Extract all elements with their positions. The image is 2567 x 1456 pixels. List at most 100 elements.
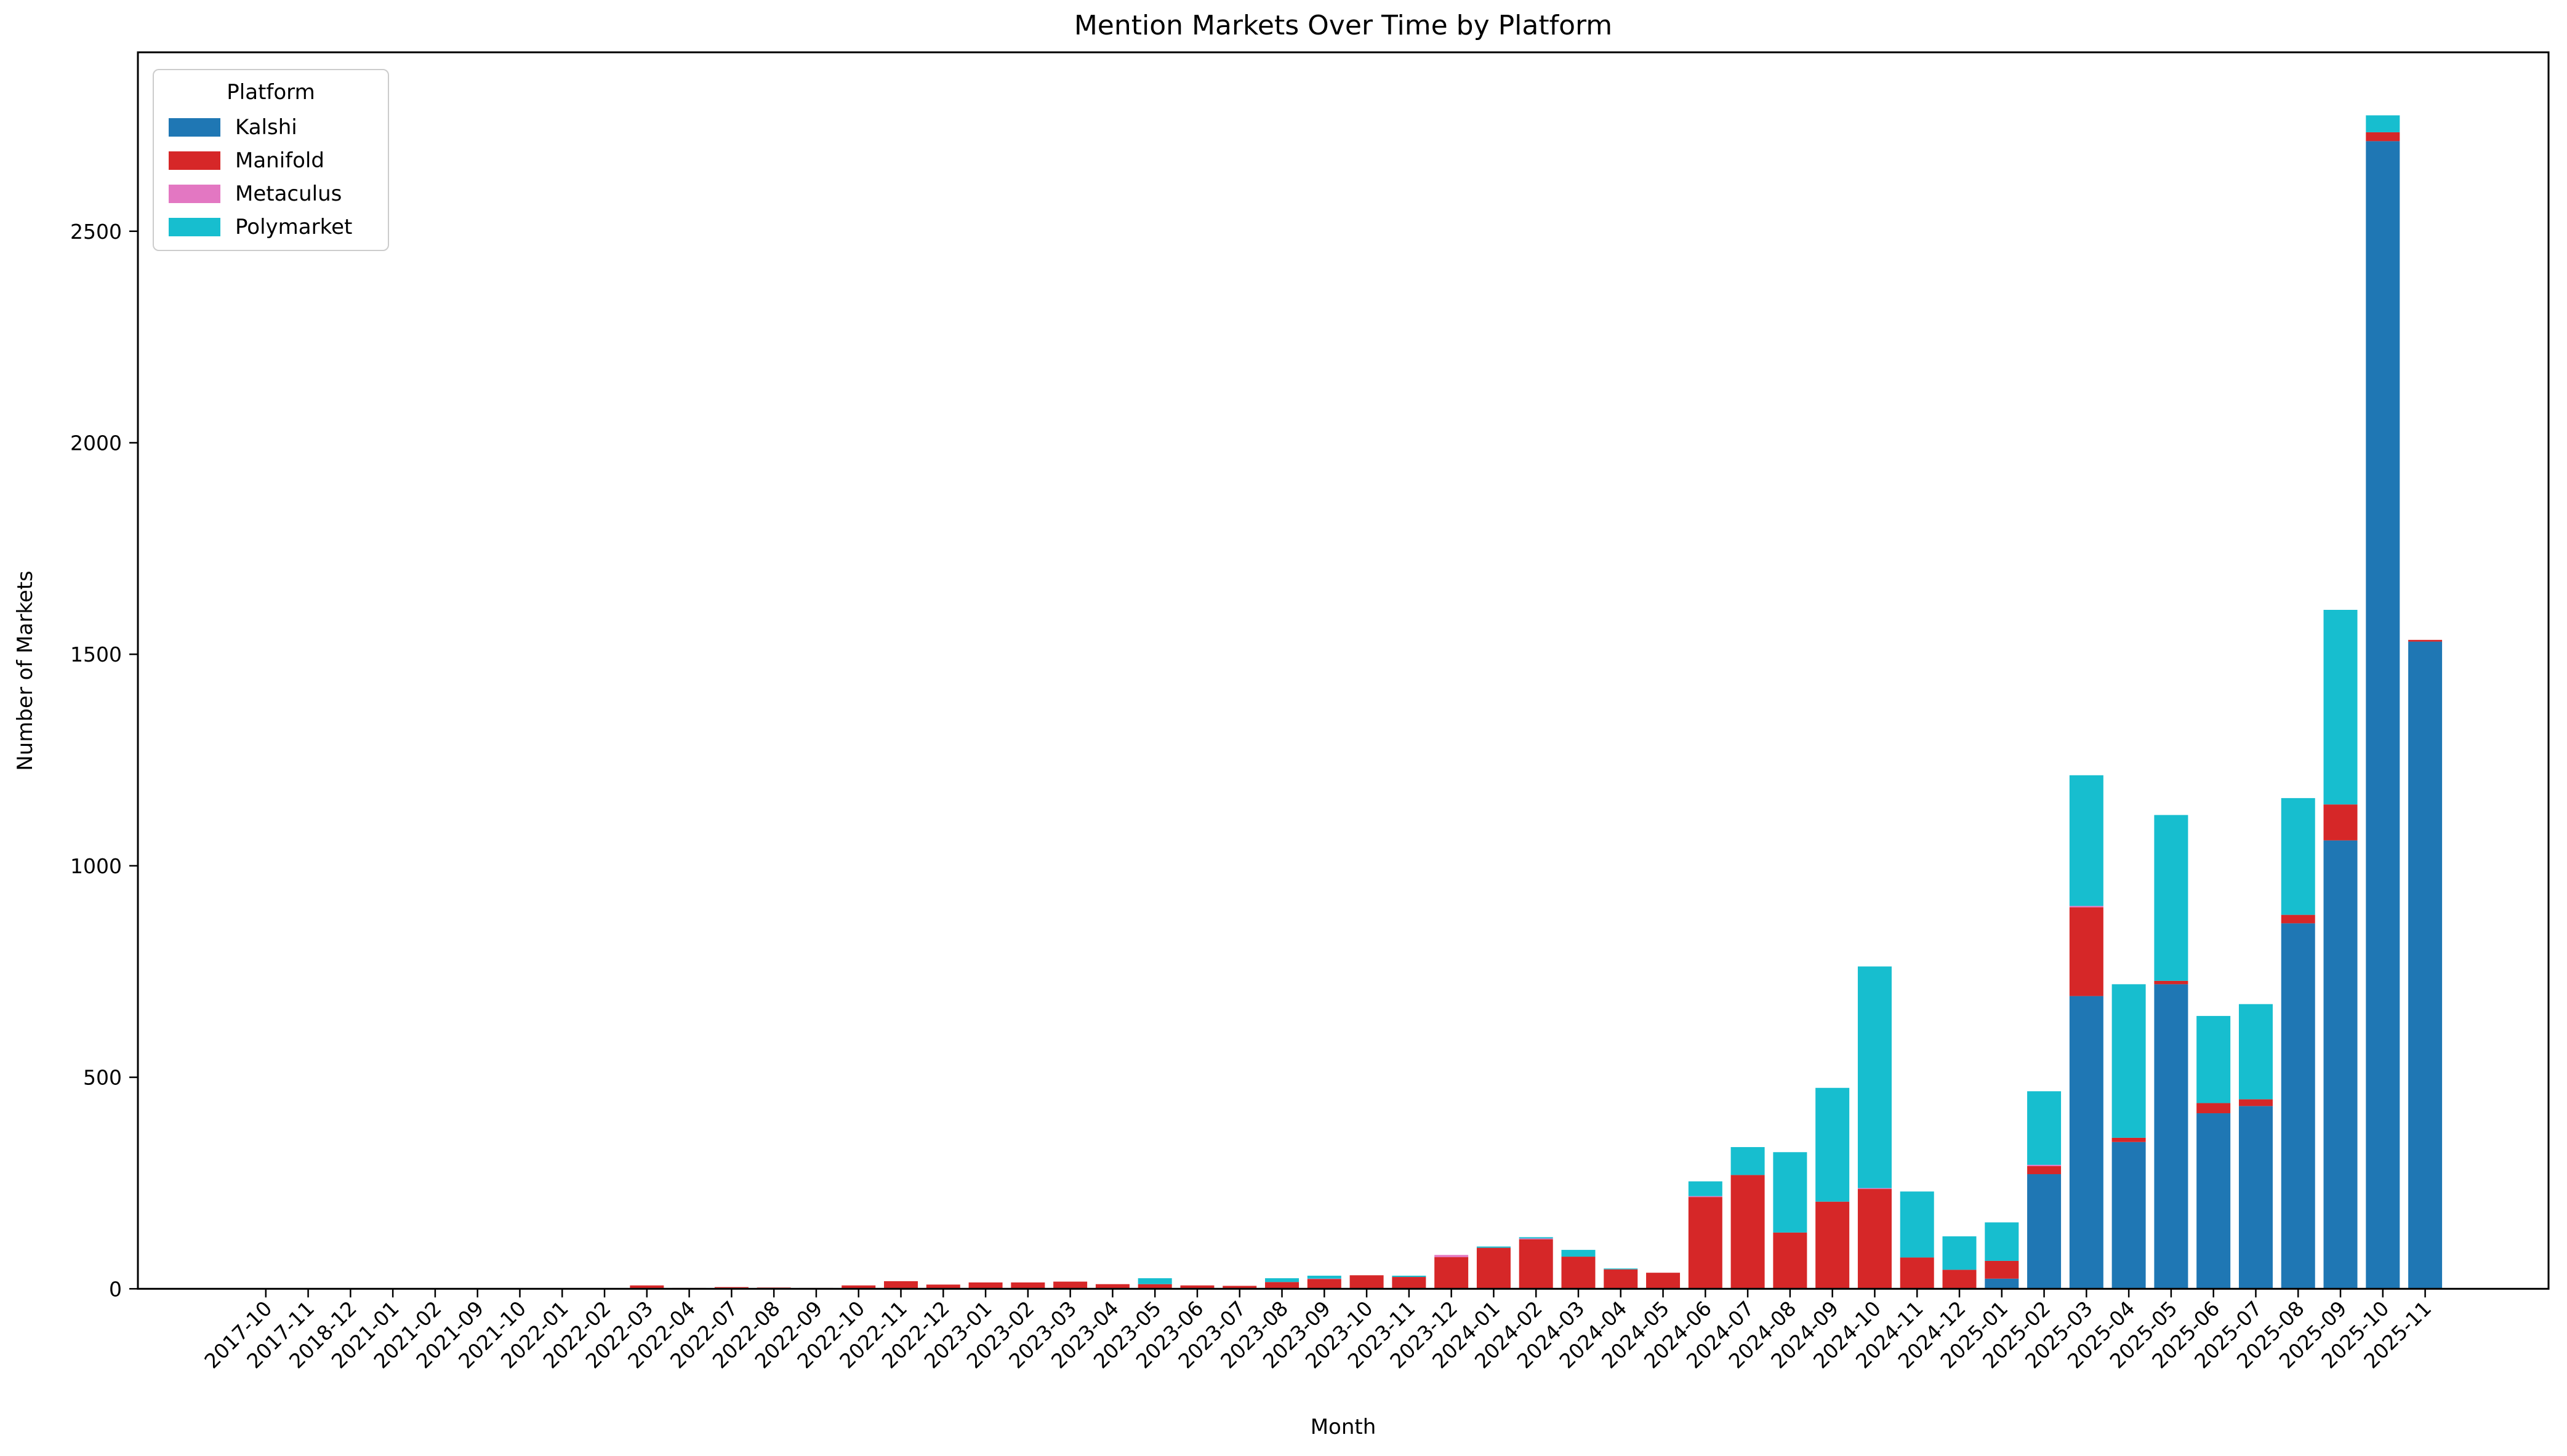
x-axis-label: Month [1311, 1415, 1376, 1439]
bar-segment [1815, 1201, 1850, 1289]
chart-title: Mention Markets Over Time by Platform [1074, 10, 1612, 41]
bar-segment [1095, 1284, 1130, 1289]
bar-segment [1392, 1275, 1426, 1278]
bar-segment [2027, 1091, 2062, 1165]
bar-segment [2154, 815, 2188, 981]
legend-items: Kalshi Manifold Metaculus Polymarket [169, 117, 373, 238]
bar-segment [1730, 1175, 1765, 1289]
bar-segment [1773, 1232, 1807, 1289]
bar-segment [842, 1285, 876, 1289]
bar-segment [2323, 840, 2358, 1289]
legend-item-metaculus: Metaculus [169, 183, 373, 204]
bar-segment [1900, 1191, 1934, 1258]
bar-segment [1434, 1257, 1469, 1289]
bar-segment [2238, 1106, 2273, 1289]
bar-segment [2027, 1164, 2062, 1166]
bar-segment [2323, 610, 2358, 805]
bar-segment [2069, 775, 2103, 906]
bar-segment [1942, 1236, 1977, 1270]
bar-segment [1476, 1247, 1511, 1289]
bar-segment [2238, 1004, 2273, 1100]
bar-segment [1180, 1285, 1215, 1289]
bar-segment [2027, 1166, 2062, 1175]
legend: Platform Kalshi Manifold Metaculus Polymark… [153, 69, 389, 251]
bar-segment [2196, 1015, 2231, 1103]
bar-segment [2366, 132, 2400, 142]
bar-segment [2408, 639, 2443, 642]
bar-segment [2196, 1103, 2231, 1114]
bar-segment [1223, 1286, 1257, 1289]
bar-segment [1985, 1278, 2019, 1289]
bar-segment [1857, 966, 1892, 1188]
bar-segment [1900, 1257, 1934, 1289]
legend-label: Manifold [235, 148, 324, 173]
y-tick-label: 2500 [70, 220, 122, 244]
bar-segment [2111, 1142, 2146, 1289]
bar-segment [1519, 1238, 1553, 1239]
bar-segment [1561, 1250, 1596, 1257]
bar-segment [1730, 1147, 1765, 1175]
bar-segment [1688, 1196, 1722, 1198]
y-tick-label: 0 [109, 1277, 122, 1301]
bar-segment [1604, 1268, 1638, 1270]
bar-segment [2281, 923, 2315, 1289]
bar-segment [1476, 1246, 1511, 1248]
bar-segment [1307, 1279, 1341, 1289]
legend-swatch-icon [169, 218, 220, 236]
bar-segment [2027, 1174, 2062, 1289]
bar-segment [1307, 1275, 1341, 1279]
bar-segment [1815, 1087, 1850, 1202]
legend-swatch-icon [169, 118, 220, 137]
bar-segment [2069, 996, 2103, 1289]
bar-segment [1053, 1281, 1088, 1289]
bar-segment [2069, 907, 2103, 996]
bar-segment [1857, 1188, 1892, 1190]
legend-swatch-icon [169, 151, 220, 170]
bar-segment [2111, 1137, 2146, 1142]
bar-segment [1349, 1275, 1384, 1289]
legend-title: Platform [227, 80, 315, 105]
bar-segment [630, 1285, 664, 1289]
bar-segment [1942, 1270, 1977, 1289]
bar-segment [1561, 1257, 1596, 1289]
bar-segment [1138, 1284, 1172, 1289]
bar-segment [926, 1284, 960, 1289]
bar-segment [2281, 798, 2315, 915]
bar-segment [2323, 804, 2358, 841]
bar-segment [1392, 1277, 1426, 1289]
bar-segment [1519, 1237, 1553, 1239]
legend-label: Polymarket [235, 215, 353, 239]
bar-segment [2366, 115, 2400, 132]
bar-segment [1519, 1239, 1553, 1289]
legend-label: Kalshi [235, 115, 297, 140]
legend-item-polymarket: Polymarket [169, 217, 373, 238]
bar-segment [1011, 1282, 1045, 1289]
bar-segment [968, 1282, 1003, 1289]
bar-segment [1265, 1278, 1300, 1282]
bar-segment [1688, 1197, 1722, 1289]
bar-segment [2281, 914, 2315, 924]
y-tick-label: 1000 [70, 854, 122, 878]
bar-segment [2111, 984, 2146, 1138]
bar-segment [1773, 1152, 1807, 1233]
bar-segment [2154, 984, 2188, 1289]
plot-frame [137, 51, 2550, 1290]
y-tick-label: 2000 [70, 431, 122, 455]
bar-segment [1138, 1278, 1172, 1284]
bar-segment [2366, 141, 2400, 1289]
legend-label: Metaculus [235, 182, 342, 206]
bar-segment [1985, 1222, 2019, 1261]
legend-item-kalshi: Kalshi [169, 117, 373, 138]
bar-segment [1688, 1181, 1722, 1196]
y-tick-label: 500 [83, 1066, 122, 1090]
bar-segment [1434, 1255, 1469, 1257]
bar-segment [2069, 906, 2103, 908]
legend-item-manifold: Manifold [169, 150, 373, 171]
y-axis-label: Number of Markets [13, 570, 38, 771]
bar-segment [1265, 1282, 1300, 1289]
bar-segment [1985, 1260, 2019, 1279]
y-tick-label: 1500 [70, 642, 122, 666]
bar-segment [1646, 1273, 1681, 1289]
